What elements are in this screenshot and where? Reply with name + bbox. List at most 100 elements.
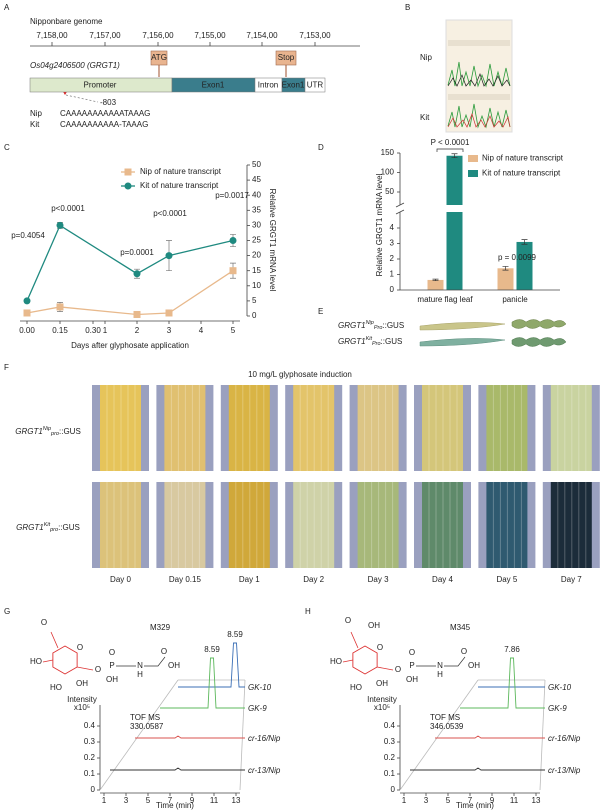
y-tick-label: 50 (252, 160, 261, 169)
x-tick-label: 2 (135, 326, 140, 335)
y-axis-label: Intensity (67, 695, 97, 704)
y-tick-label: 40 (252, 190, 261, 199)
x-tick-label: 5 (446, 796, 451, 805)
segment-label: Exon1 (202, 81, 225, 90)
y-tick-label: 4 (390, 223, 395, 232)
atom: O (95, 665, 101, 674)
ms-label: TOF MS (130, 713, 160, 722)
leaf-segment (293, 385, 335, 471)
x-tick-label: 13 (232, 796, 241, 805)
error-bar (502, 266, 509, 271)
atom: OH (168, 661, 180, 670)
ruler-label: 7,154,00 (246, 31, 278, 40)
genome-title: Nipponbare genome (30, 17, 103, 26)
day-label: Day 3 (368, 575, 389, 584)
trace (447, 103, 511, 129)
error-bar (451, 153, 458, 159)
legend-swatch (468, 155, 478, 162)
leaf-segment (164, 385, 206, 471)
construct-label: GRGT1Kitpro::GUS (16, 522, 80, 533)
y-tick-label: 0 (252, 311, 257, 320)
atom: P (409, 661, 414, 670)
panel-letter: B (405, 3, 410, 12)
p-value: p = 0.0099 (498, 253, 537, 262)
start-codon: ATG (151, 53, 167, 62)
legend-label: Kit of nature transcript (482, 169, 561, 178)
ms-trace (435, 735, 545, 739)
leaf-segment (164, 482, 206, 568)
leaf-segment (228, 482, 270, 568)
atom: P (109, 661, 114, 670)
construct-label: GRGT1NipPro::GUS (338, 320, 404, 331)
atom: HO (330, 657, 342, 666)
atom: N (137, 661, 143, 670)
atom: OH (368, 621, 380, 630)
axis-break (395, 209, 405, 215)
y-tick-label: 150 (381, 148, 395, 157)
leaf-segment (486, 385, 528, 471)
data-point (165, 252, 173, 260)
atom: O (109, 648, 115, 657)
ms-trace (110, 767, 245, 771)
atom: OH (76, 679, 88, 688)
x-axis-label: Time (min) (456, 801, 494, 810)
y-tick-label: 25 (252, 236, 261, 245)
reporter: ::GUS (381, 337, 403, 346)
panel-letter: C (4, 143, 10, 152)
segment-label: Promoter (84, 81, 117, 90)
atom: HO (50, 683, 62, 692)
bonds (116, 656, 166, 667)
x-tick-label: 9 (190, 796, 195, 805)
y-tick-label: 5 (252, 296, 257, 305)
allele: Nip (366, 320, 374, 326)
leaf-segment (293, 482, 335, 568)
depth-line (99, 679, 179, 791)
atom: O (409, 648, 415, 657)
ruler-label: 7,156,00 (142, 31, 174, 40)
leaf-segment (422, 482, 463, 568)
y-tick-label: 0 (91, 785, 96, 794)
sample-label: GK-10 (548, 683, 572, 692)
y-axis-label: Relative GRGT1 mRNA level (268, 189, 277, 292)
sample-label: GK-9 (248, 704, 267, 713)
y-axis-unit: x10⁵ (374, 703, 390, 712)
leaf-segment (422, 385, 463, 471)
peak-label: 8.59 (227, 630, 243, 639)
x-tick-label: 3 (167, 326, 172, 335)
sample-name: Nip (420, 53, 433, 62)
y-tick-label: 20 (252, 251, 261, 260)
x-tick-label: panicle (502, 295, 528, 304)
promoter: pro (50, 431, 59, 437)
leaf (419, 338, 506, 347)
mz-value: 330.0587 (130, 722, 164, 731)
compound-name: M329 (150, 623, 171, 632)
y-tick-label: 30 (252, 221, 261, 230)
promoter: Pro (372, 341, 381, 347)
depth-line (399, 679, 479, 791)
peak-label: 8.59 (204, 645, 220, 654)
ms-trace (460, 657, 545, 709)
y-tick-label: 15 (252, 266, 261, 275)
y-axis-label: Relative GRGT1 mRNA level (375, 173, 384, 276)
legend-swatch (468, 170, 478, 177)
y-tick-label: 0.3 (84, 737, 96, 746)
x-tick-label: 0.00 (19, 326, 35, 335)
mz-value: 346.0539 (430, 722, 464, 731)
reporter: ::GUS (58, 523, 80, 532)
error-bar (432, 278, 439, 282)
atom: OH (106, 675, 118, 684)
atom: O (461, 647, 467, 656)
day-label: Day 0 (110, 575, 131, 584)
panel-letter: H (305, 607, 311, 616)
bar (427, 279, 444, 290)
gene-name: GRGT1 (338, 337, 366, 346)
atom: N (437, 661, 443, 670)
sample-label: GK-10 (248, 683, 272, 692)
construct-label: GRGT1KitPro::GUS (338, 336, 402, 347)
y-tick-label: 0.1 (384, 769, 396, 778)
atom: O (161, 647, 167, 656)
p-value: p<0.0001 (51, 204, 85, 213)
gene-name: GRGT1 (16, 523, 44, 532)
panel-letter: G (4, 607, 10, 616)
